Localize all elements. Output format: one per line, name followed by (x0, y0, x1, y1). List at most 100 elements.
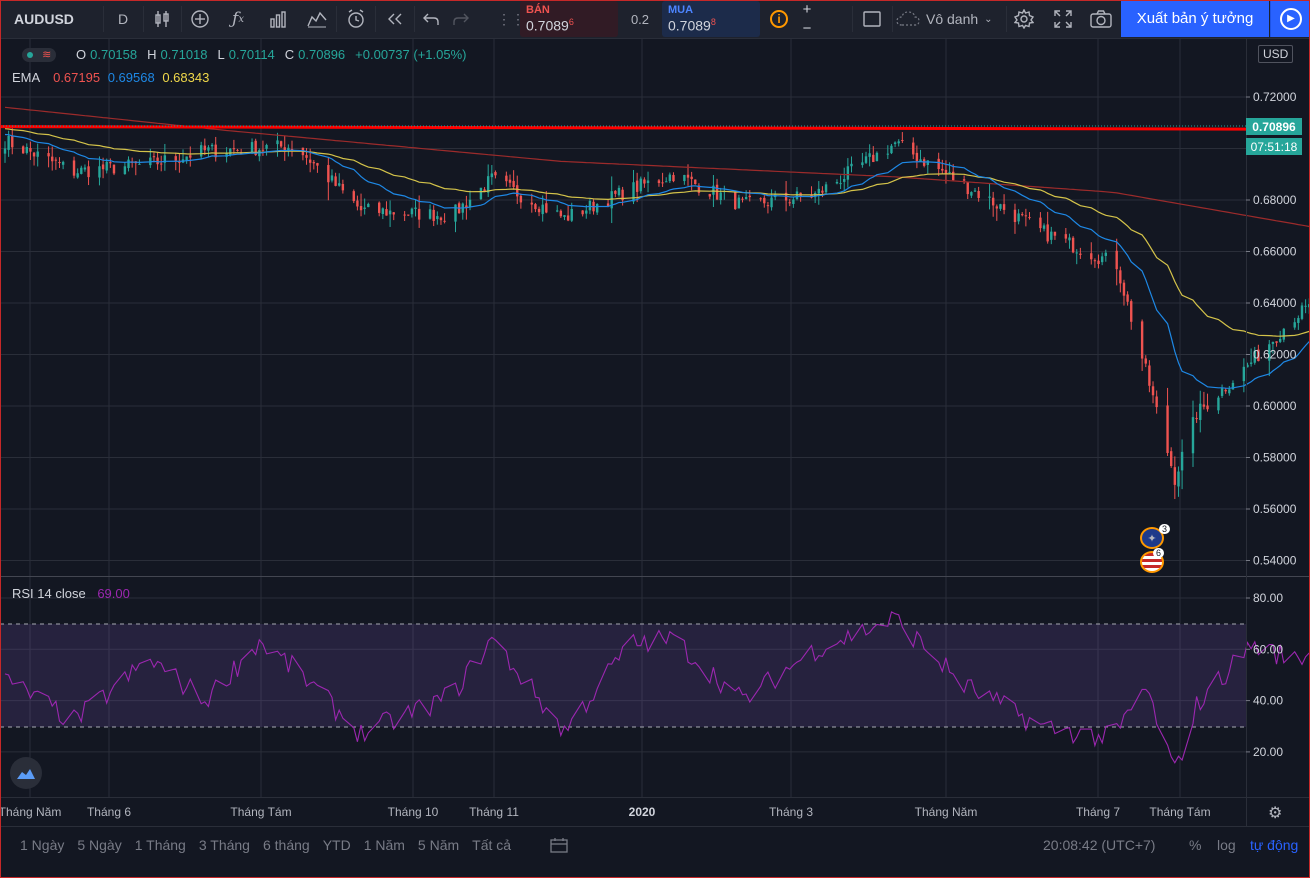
candle-body (614, 190, 617, 194)
resistance-trendline[interactable] (0, 125, 1247, 131)
quantity-plus-button[interactable]: + (802, 0, 812, 18)
candle-body (80, 167, 83, 174)
info-icon[interactable]: i (762, 0, 796, 38)
us-event-count: 6 (1153, 548, 1165, 558)
camera-icon[interactable] (1087, 0, 1115, 38)
candle-body (276, 140, 279, 145)
candle-body (886, 153, 890, 155)
candle-body (210, 144, 214, 147)
replay-icon[interactable] (381, 0, 409, 38)
candle-body (199, 145, 203, 157)
chart-area[interactable]: 0.720000.700000.680000.660000.640000.620… (0, 38, 1310, 826)
candle-body (152, 156, 156, 158)
candle-body (58, 162, 61, 164)
strategy-icon[interactable] (303, 0, 331, 38)
candle-body (868, 153, 871, 157)
candle-body (1002, 204, 1006, 210)
candle-body (1039, 217, 1042, 229)
range-button[interactable]: 1 Ngày (20, 837, 65, 853)
candle-body (661, 182, 664, 184)
candle-body (606, 203, 610, 207)
candle-body (279, 141, 283, 147)
price-tick-label: 0.66000 (1253, 245, 1297, 259)
clock[interactable]: 20:08:42 (UTC+7) (1043, 837, 1156, 853)
candle-body (744, 197, 748, 200)
publish-play-button[interactable]: ▶ (1270, 0, 1310, 37)
add-indicator-icon[interactable] (186, 0, 214, 38)
candle-body (334, 176, 337, 186)
date-range-icon[interactable] (550, 827, 570, 863)
candle-body (417, 208, 421, 220)
candle-body (1231, 382, 1235, 390)
candle-body (101, 164, 105, 170)
candle-body (588, 200, 592, 211)
interval-button[interactable]: D (117, 11, 129, 27)
range-button[interactable]: 1 Tháng (134, 837, 186, 853)
candle-body (741, 198, 744, 200)
candles-icon[interactable] (148, 0, 176, 38)
candle-body (54, 159, 58, 161)
fullscreen-toggle-icon[interactable] (858, 0, 886, 38)
bar-countdown: 07:51:18 (1246, 138, 1302, 155)
candle-body (36, 151, 39, 157)
time-tick-label: 2020 (629, 805, 656, 819)
au-event-count: 3 (1159, 524, 1171, 534)
undo-icon[interactable] (418, 0, 444, 38)
percent-toggle[interactable]: % (1189, 837, 1202, 853)
au-flag-event-icon[interactable]: ✦ (1140, 527, 1164, 549)
candle-body (410, 208, 414, 215)
symbol-search[interactable]: AUDUSD (14, 11, 74, 27)
close-label: C (284, 47, 295, 62)
range-button[interactable]: 5 Năm (417, 837, 460, 853)
range-button[interactable]: 5 Ngày (77, 837, 122, 853)
buy-button[interactable]: MUA 0.70898 (662, 1, 760, 37)
time-tick-label: Tháng 3 (769, 805, 813, 819)
rsi-tick-label: 60.00 (1253, 642, 1283, 656)
price-tick-label: 0.60000 (1253, 399, 1297, 413)
auto-scale-toggle[interactable]: tự động (1250, 837, 1299, 853)
candle-body (214, 144, 217, 158)
range-button[interactable]: 3 Tháng (198, 837, 250, 853)
quantity-minus-button[interactable]: − (802, 19, 812, 37)
rsi-axis[interactable]: 80.00 60.00 40.00 20.00 (1246, 591, 1283, 759)
eye-toggle-icon[interactable]: ≋ (22, 47, 56, 62)
bar-chart-icon[interactable] (264, 0, 292, 38)
candle-body (1090, 253, 1093, 260)
currency-label[interactable]: USD (1258, 45, 1294, 63)
tradingview-logo-icon[interactable] (10, 757, 42, 789)
candle-body (875, 152, 879, 162)
redo-icon[interactable] (448, 0, 474, 38)
candle-body (138, 163, 141, 165)
expand-icon[interactable] (1049, 0, 1077, 38)
candle-body (1119, 270, 1122, 284)
time-tick-label: Tháng 10 (388, 805, 439, 819)
candle-body (76, 173, 79, 178)
layout-menu[interactable]: Vô danh ⌄ (896, 0, 1004, 38)
candle-body (770, 197, 773, 208)
low-label: L (217, 47, 225, 62)
candle-body (872, 154, 875, 163)
range-button[interactable]: YTD (322, 837, 351, 853)
time-axis[interactable]: Tháng Năm Tháng 6 Tháng Tám Tháng 10 Tháng 1… (0, 805, 1211, 819)
ema-legend[interactable]: EMA 0.67195 0.69568 0.68343 (12, 70, 209, 85)
drag-handle-icon[interactable]: ⋮⋮ (497, 10, 525, 27)
log-toggle[interactable]: log (1217, 837, 1236, 853)
range-button[interactable]: Tất cả (472, 837, 512, 853)
candle-body (1253, 350, 1256, 363)
range-button[interactable]: 1 Năm (363, 837, 405, 853)
price-tick-label: 0.62000 (1253, 348, 1297, 362)
publish-idea-button[interactable]: Xuất bản ý tưởng (1121, 0, 1269, 37)
candle-body (839, 183, 842, 185)
gear-icon[interactable] (1010, 0, 1038, 38)
alert-icon[interactable] (342, 0, 370, 38)
range-button[interactable]: 6 tháng (262, 837, 310, 853)
price-axis[interactable]: 0.720000.700000.680000.660000.640000.620… (1246, 90, 1297, 568)
settings-gear-icon[interactable]: ⚙ (1268, 805, 1283, 822)
candle-body (534, 204, 537, 210)
candle-body (1199, 403, 1202, 420)
candle-body (163, 155, 167, 163)
candle-body (1071, 237, 1075, 253)
rsi-legend[interactable]: RSI 14 close 69.00 (12, 586, 130, 601)
sell-button[interactable]: BÁN 0.70896 (520, 1, 618, 37)
